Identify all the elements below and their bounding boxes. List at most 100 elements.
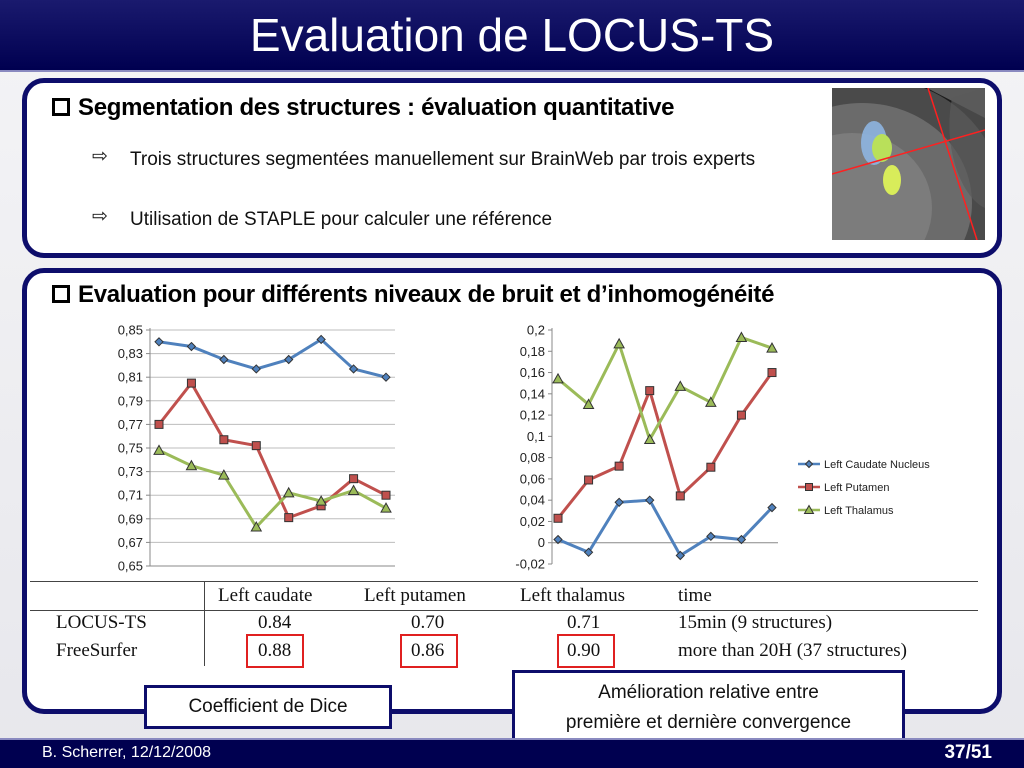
data-point (186, 341, 197, 352)
y-tick-label: 0,83 (118, 346, 143, 361)
y-tick-label: 0 (538, 535, 545, 550)
improvement-callout: Amélioration relative entre première et … (512, 670, 905, 744)
data-point (284, 354, 294, 365)
data-point (552, 372, 564, 384)
data-point (154, 419, 164, 429)
data-point (251, 441, 261, 451)
dice-chart: 0,65 0,67 0,69 0,71 0,73 0,75 0,77 0,79 0,81 0,83… (90, 318, 410, 580)
arrow-bullet-icon: ⇨ (92, 206, 108, 227)
y-tick-label: 0,1 (527, 429, 545, 444)
data-point (675, 491, 685, 501)
data-point (735, 331, 748, 342)
y-tick-label: 0,16 (520, 365, 545, 380)
data-point (736, 534, 747, 545)
data-point (614, 497, 624, 508)
data-point (767, 368, 777, 378)
improvement-callout-line: Amélioration relative entre (598, 682, 819, 703)
page-number: 37/51 (944, 742, 992, 763)
row-method: LOCUS-TS (56, 612, 147, 633)
data-point (803, 504, 815, 514)
data-point (675, 550, 685, 561)
title-bar: Evaluation de LOCUS-TS (0, 0, 1024, 72)
footer-bar: B. Scherrer, 12/12/2008 37/51 (0, 738, 1024, 768)
section-heading-segmentation: Segmentation des structures : évaluation… (52, 94, 675, 122)
y-tick-label: 0,65 (118, 559, 143, 574)
y-tick-label: 0,85 (118, 323, 143, 338)
dice-callout-text: Coefficient de Dice (188, 696, 348, 717)
y-tick-label: 0,69 (118, 511, 143, 526)
section-heading-text: Evaluation pour différents niveaux de br… (78, 281, 775, 308)
highlight-box (557, 634, 615, 668)
table-header-rule (30, 610, 978, 611)
y-tick-label: 0,12 (520, 408, 545, 423)
data-point (347, 484, 360, 495)
dice-callout: Coefficient de Dice (144, 685, 392, 729)
data-point (705, 396, 717, 407)
y-tick-label: 0,81 (118, 370, 143, 385)
y-tick-label: 0,79 (118, 393, 143, 408)
data-point (153, 444, 165, 455)
data-point (645, 386, 655, 396)
data-point (380, 502, 392, 513)
data-point (766, 342, 778, 353)
legend-entry: Left Putamen (824, 482, 889, 494)
cell-value: 0.84 (258, 612, 292, 633)
data-point (767, 502, 777, 513)
y-tick-label: 0,73 (118, 464, 143, 479)
data-point (154, 337, 164, 347)
header-left-thalamus: Left thalamus (520, 585, 625, 606)
y-tick-label: 0,67 (118, 535, 143, 550)
bullet-text: Trois structures segmentées manuellement… (130, 149, 756, 170)
cell-value: 0.90 (567, 640, 601, 661)
data-point (251, 364, 261, 374)
data-point (736, 410, 746, 420)
highlight-box (246, 634, 304, 668)
y-tick-label: 0,71 (118, 488, 143, 503)
data-point (805, 483, 813, 491)
y-tick-label: 0,77 (118, 417, 143, 432)
header-left-caudate: Left caudate (218, 585, 313, 606)
section-heading-text: Segmentation des structures : évaluation… (78, 94, 675, 121)
data-point (219, 354, 229, 365)
bullet-text: Utilisation de STAPLE pour calculer une … (130, 209, 553, 230)
data-point (381, 372, 391, 382)
y-tick-label: 0,08 (520, 450, 545, 465)
improvement-chart-svg: -0,02 0 0,02 0,04 0,06 0,08 0,1 0,12 0,14 0,16 0,1… (515, 323, 930, 572)
data-point (614, 461, 624, 471)
data-point (582, 398, 595, 409)
arrow-bullet-icon: ⇨ (92, 146, 108, 167)
data-point (186, 378, 196, 388)
y-tick-label: 0,04 (520, 493, 545, 508)
cell-time: more than 20H (37 structures) (678, 640, 907, 661)
data-point (349, 474, 359, 484)
y-tick-label: 0,18 (520, 344, 545, 359)
data-point (553, 534, 563, 545)
cell-value: 0.70 (411, 612, 445, 633)
y-tick-label: 0,14 (520, 386, 545, 401)
cell-value: 0.86 (411, 640, 445, 661)
row-method: FreeSurfer (56, 640, 138, 661)
data-point (674, 380, 687, 391)
data-point (282, 486, 295, 498)
table-column-rule (204, 581, 205, 666)
y-tick-label: 0,06 (520, 471, 545, 486)
table-top-rule (30, 581, 978, 582)
brain-mri-image (832, 88, 985, 240)
square-bullet-icon (52, 98, 70, 116)
y-tick-label: 0,02 (520, 514, 545, 529)
results-table: Left caudate Left putamen Left thalamus … (30, 576, 978, 668)
dice-chart-svg: 0,65 0,67 0,69 0,71 0,73 0,75 0,77 0,79 0,81 0,83… (118, 323, 395, 574)
legend-entry: Left Caudate Nucleus (824, 459, 930, 471)
data-point (315, 495, 327, 506)
section-heading-evaluation: Evaluation pour différents niveaux de br… (52, 281, 774, 309)
series-line (158, 337, 387, 379)
data-point (284, 513, 294, 523)
data-point (381, 490, 391, 500)
data-point (706, 531, 716, 542)
data-point (613, 337, 625, 349)
data-point (706, 462, 716, 472)
data-point (218, 469, 230, 480)
data-point (348, 364, 359, 374)
cell-time: 15min (9 structures) (678, 612, 833, 633)
cell-value: 0.88 (258, 640, 292, 661)
